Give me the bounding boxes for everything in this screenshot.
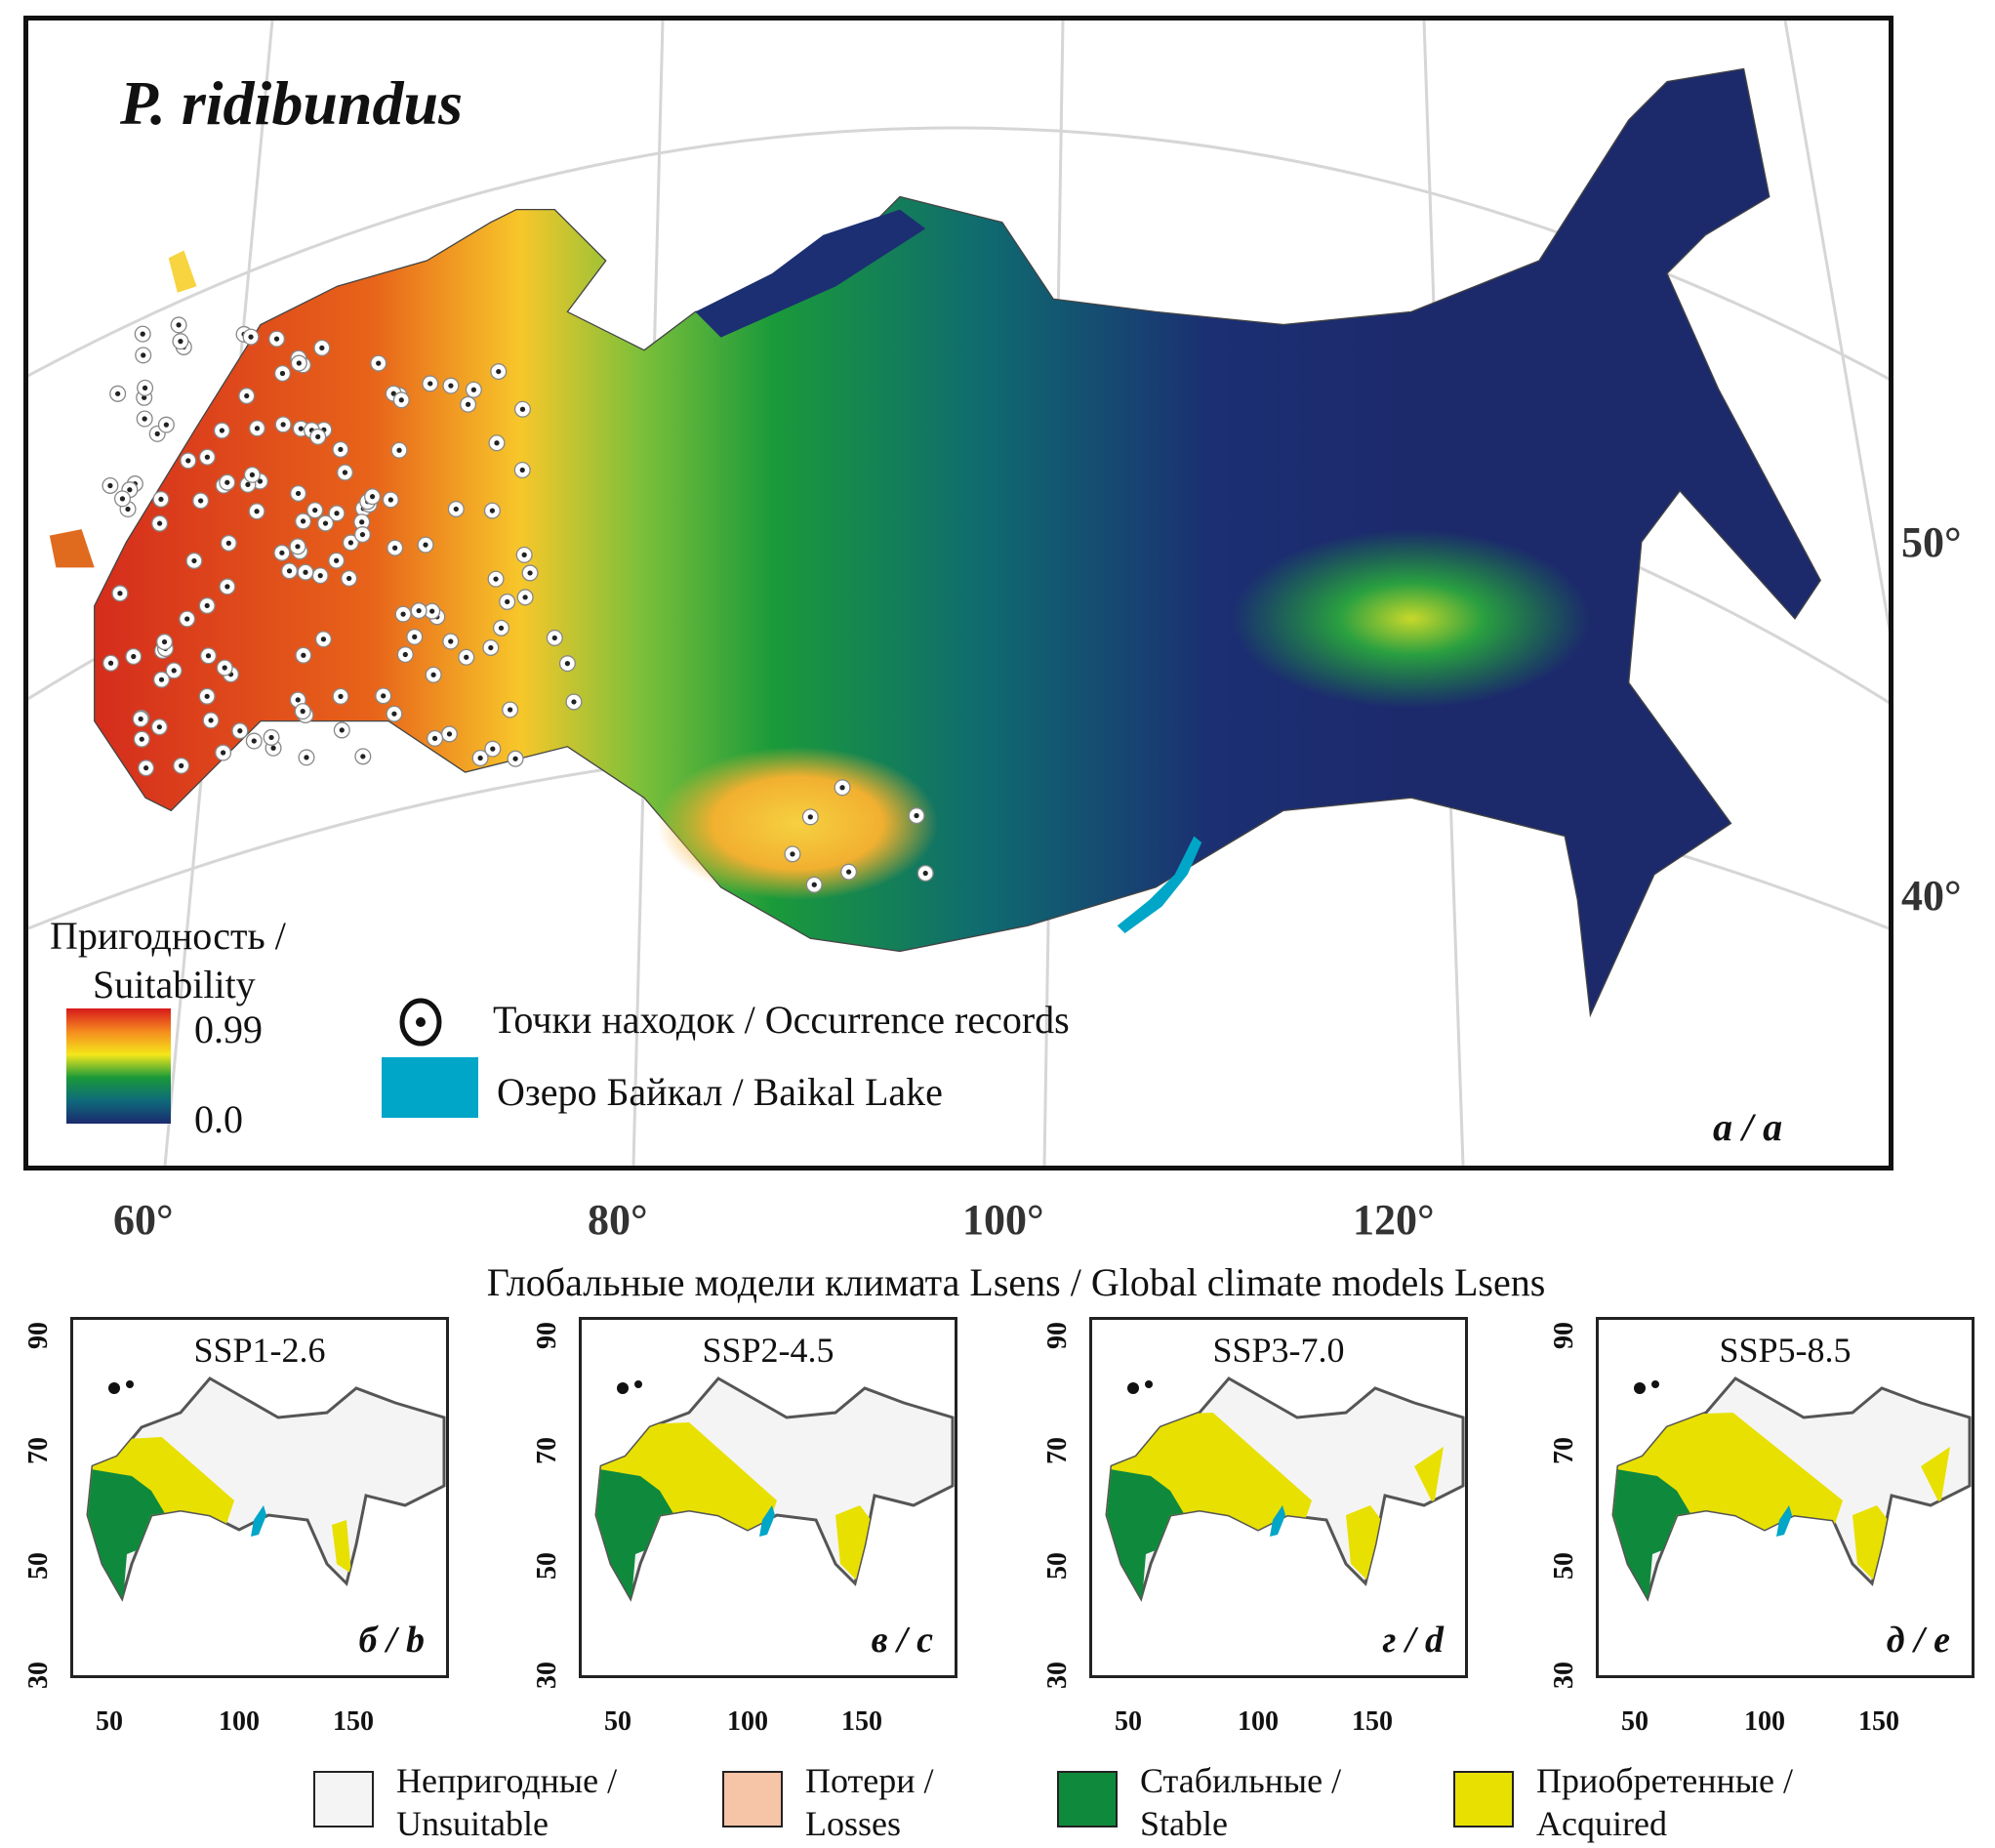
legend-label-en: Unsuitable [396,1804,549,1843]
change-map [594,1376,955,1602]
baikal-lake-swatch [382,1057,478,1118]
legend-label-ru: Приобретенные / [1536,1761,1793,1800]
legend-swatch [1453,1771,1514,1827]
panel-letter-a: а / a [1713,1105,1783,1149]
projection-subtitle: Глобальные модели климата Lsens / Global… [486,1260,1546,1304]
legend-label: Приобретенные / Acquired [1536,1759,1793,1845]
legend-label-en: Acquired [1536,1804,1667,1843]
legend-label-ru: Непригодные / [396,1761,618,1800]
legend-swatch [722,1771,783,1827]
scenario-title: SSP1-2.6 [193,1331,326,1370]
baikal-lake [759,1505,775,1537]
panel-letter: в / c [871,1620,933,1661]
x-tick-label: 150 [841,1706,882,1737]
main-suitability-map: P. ridibundus Пригодность / Suitability … [23,16,1893,1170]
y-tick-label: 30 [1042,1662,1073,1689]
x-tick-label: 50 [1621,1706,1649,1737]
svalbard-island [168,250,197,293]
scenario-title: SSP2-4.5 [702,1331,835,1370]
occurrence-legend-label: Точки находок / Occurrence records [493,998,1070,1042]
dot-in-circle-icon [399,998,442,1047]
x-tick-label: 100 [1238,1706,1279,1737]
legend-label: Потери / Losses [805,1759,934,1845]
y-tick-label: 50 [1042,1552,1073,1580]
suitability-legend-title-1: Пригодность / [50,914,286,958]
y-tick-label: 90 [23,1322,54,1349]
suitability-colorbar [66,1008,171,1124]
lon-label-80: 80° [588,1196,648,1244]
species-title: P. ridibundus [120,68,463,138]
legend-label: Стабильные / Stable [1140,1759,1341,1845]
baikal-lake [251,1505,266,1537]
x-tick-label: 100 [219,1706,260,1737]
legend-label-ru: Потери / [805,1761,934,1800]
baikal-lake [1776,1505,1792,1537]
y-tick-label: 50 [23,1552,54,1580]
x-tick-label: 150 [1352,1706,1393,1737]
y-tick-label: 30 [532,1662,562,1689]
x-tick-label: 100 [727,1706,768,1737]
scenario-title: SSP5-8.5 [1719,1331,1852,1370]
occurrence-points [102,316,934,893]
colorbar-max-label: 0.99 [194,1007,263,1051]
scenario-panel: SSP2-4.5 в / c [579,1317,957,1678]
legend-label: Непригодные / Unsuitable [396,1759,617,1845]
panel-letter: б / b [358,1620,425,1661]
kaliningrad [49,529,95,568]
x-tick-label: 150 [1858,1706,1899,1737]
x-tick-label: 50 [1115,1706,1142,1737]
change-map [1105,1376,1465,1602]
suitability-legend-title-2: Suitability [93,963,256,1006]
novaya-zemlya [695,209,926,338]
baikal-lake [1270,1505,1285,1537]
y-tick-label: 70 [532,1437,562,1464]
scenario-panel: SSP1-2.6 б / b [70,1317,449,1678]
y-tick-label: 90 [1549,1322,1579,1349]
y-tick-label: 70 [1042,1437,1073,1464]
panel-letter: г / d [1382,1620,1444,1661]
baikal-lake [1117,836,1202,934]
legend-swatch [313,1771,374,1827]
x-tick-label: 50 [96,1706,123,1737]
y-tick-label: 90 [532,1322,562,1349]
legend-label-en: Losses [805,1804,901,1843]
panel-letter: д / e [1886,1620,1950,1661]
change-map [86,1376,446,1602]
change-map [1611,1376,1972,1602]
x-tick-label: 150 [333,1706,374,1737]
legend-label-ru: Стабильные / [1140,1761,1342,1800]
x-tick-label: 50 [604,1706,631,1737]
scenario-panel: SSP3-7.0 г / d [1089,1317,1468,1678]
x-tick-label: 100 [1744,1706,1785,1737]
scenario-panel: SSP5-8.5 д / e [1596,1317,1975,1678]
lon-label-60: 60° [113,1196,174,1244]
y-tick-label: 90 [1042,1322,1073,1349]
lon-label-120: 120° [1353,1196,1435,1244]
russia-suitability-map [28,21,1889,1166]
y-tick-label: 50 [1549,1552,1579,1580]
colorbar-min-label: 0.0 [194,1097,243,1141]
y-tick-label: 70 [23,1437,54,1464]
lat-label-50: 50° [1901,518,1962,566]
y-tick-label: 30 [1549,1662,1579,1689]
scenario-title: SSP3-7.0 [1212,1331,1345,1370]
y-tick-label: 70 [1549,1437,1579,1464]
legend-label-en: Stable [1140,1804,1228,1843]
lat-label-40: 40° [1901,872,1962,920]
y-tick-label: 30 [23,1662,54,1689]
lon-label-100: 100° [962,1196,1044,1244]
legend-swatch [1057,1771,1118,1827]
baikal-legend-label: Озеро Байкал / Baikal Lake [497,1070,943,1114]
y-tick-label: 50 [532,1552,562,1580]
